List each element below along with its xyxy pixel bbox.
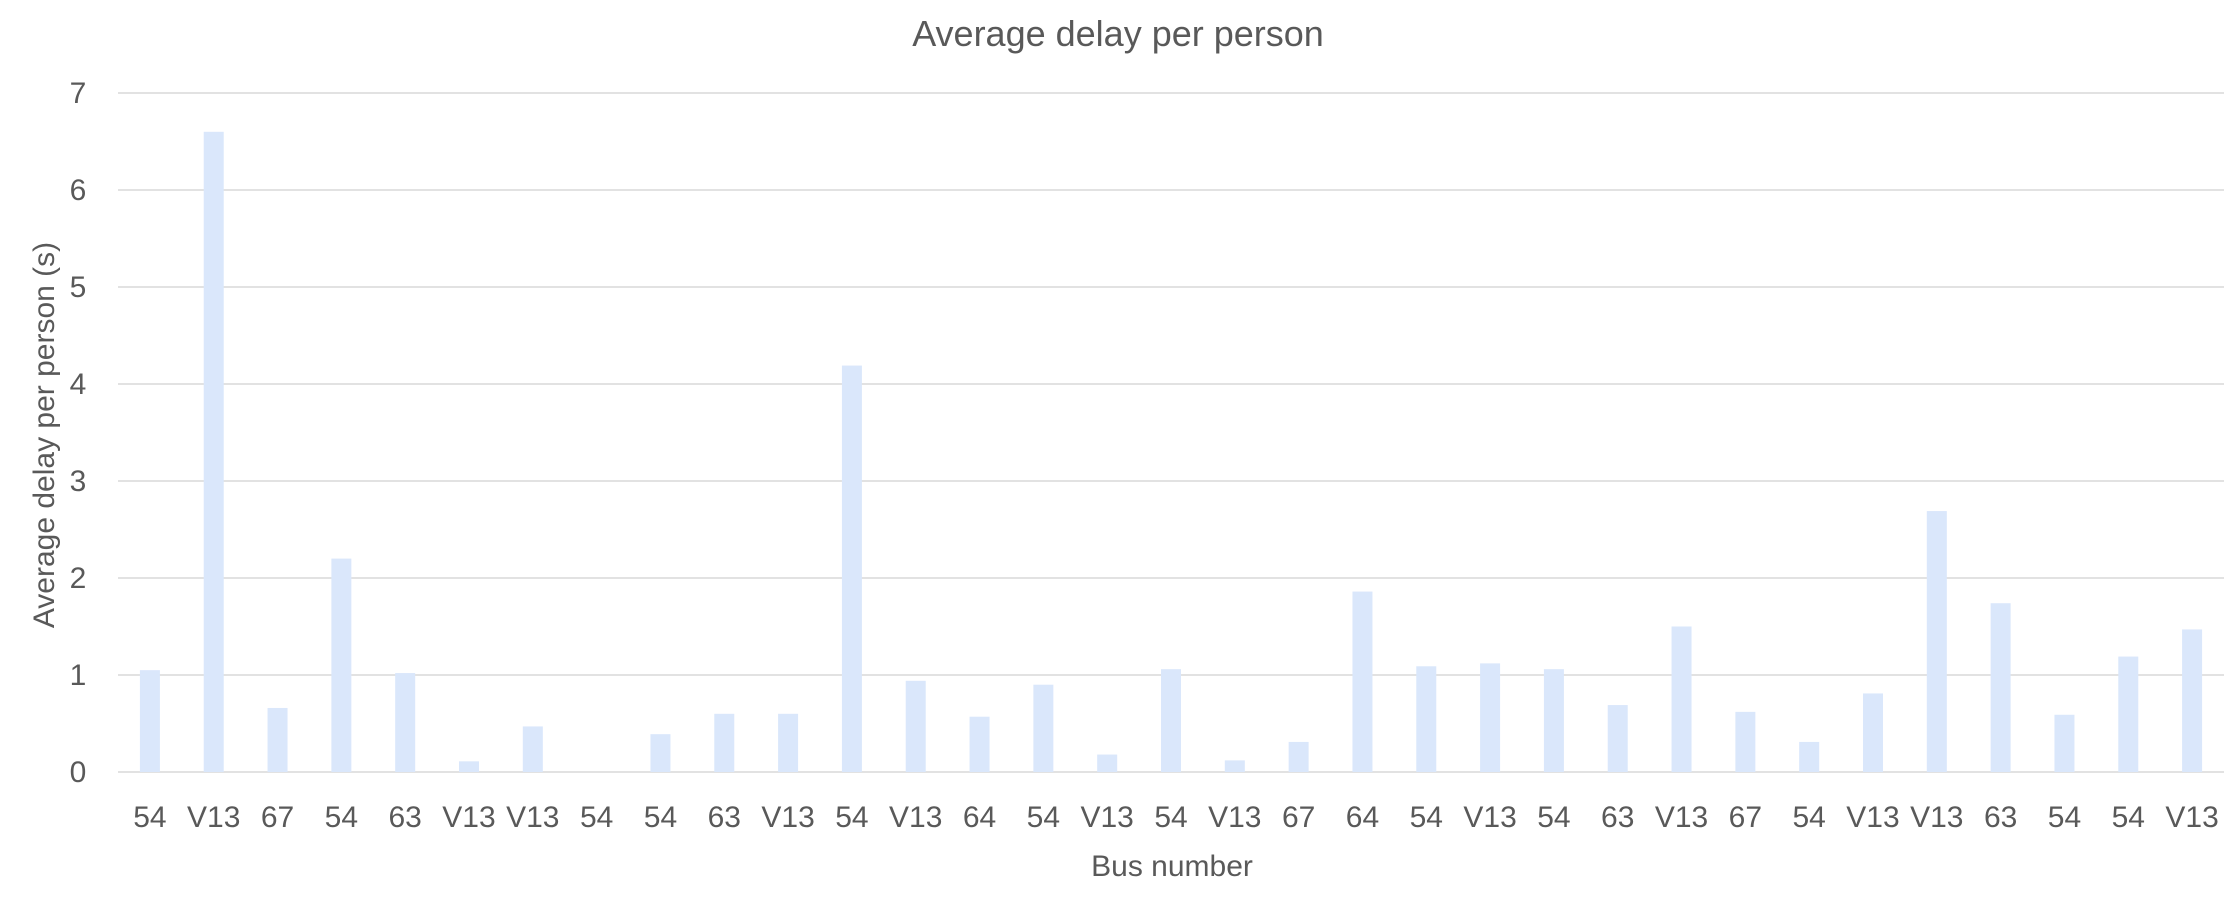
x-tick-label: 54 [1154,801,1187,834]
y-tick-label: 2 [70,562,87,595]
y-tick-label: 5 [70,271,87,304]
bar [1288,741,1309,772]
x-tick-label: V13 [1463,801,1516,834]
bar [1926,511,1947,772]
x-tick-label: V13 [187,801,240,834]
bar [331,558,352,772]
bar [1990,603,2011,772]
bar [778,713,799,772]
bar [841,365,862,772]
y-tick-label: 7 [70,77,87,110]
bar [1097,754,1118,772]
x-tick-label: 54 [325,801,358,834]
bar [1735,711,1756,772]
x-tick-label: V13 [1655,801,1708,834]
x-tick-label: V13 [2165,801,2218,834]
bar [1543,669,1564,772]
y-tick-label: 3 [70,465,87,498]
bar [1480,663,1501,772]
x-tick-label: V13 [1846,801,1899,834]
bar [1352,591,1373,772]
bar [203,131,224,773]
bar [267,707,288,772]
chart-title: Average delay per person [912,13,1324,54]
x-axis-title: Bus number [1091,850,1253,883]
bar [714,713,735,772]
bar [522,726,543,772]
gridlines [118,92,2224,773]
bar [139,670,160,772]
bar [1607,705,1628,772]
x-tick-label: 54 [835,801,868,834]
x-tick-label: 64 [1346,801,1379,834]
x-tick-label: 54 [644,801,677,834]
x-tick-label: 54 [2112,801,2145,834]
x-tick-label: 54 [1537,801,1570,834]
bar [1671,626,1692,772]
x-tick-label: 67 [261,801,294,834]
y-axis-tick-labels: 0 1 2 3 4 5 6 7 [70,77,87,789]
x-tick-label: V13 [1208,801,1261,834]
y-tick-label: 6 [70,174,87,207]
y-tick-label: 4 [70,368,87,401]
bar [1224,760,1245,772]
bar [2118,656,2139,772]
bar [395,673,416,772]
x-tick-label: V13 [506,801,559,834]
x-tick-label: 54 [133,801,166,834]
x-tick-label: V13 [761,801,814,834]
y-tick-label: 0 [70,756,87,789]
bar [1863,693,1883,772]
x-tick-label: V13 [442,801,495,834]
x-tick-label: 54 [2048,801,2081,834]
x-tick-label: V13 [1080,801,1133,834]
bar [969,716,990,772]
bar [1416,666,1437,772]
bars [139,131,2203,773]
bar [2182,629,2203,772]
x-tick-label: 54 [1792,801,1825,834]
bar [2054,714,2075,772]
x-tick-label: 64 [963,801,996,834]
x-tick-label: 54 [1410,801,1443,834]
bar [1161,669,1181,772]
bar [650,734,671,772]
y-axis-title: Average delay per person (s) [28,242,61,628]
x-tick-label: 54 [1027,801,1060,834]
x-axis-tick-labels: 54 V13 67 54 63 V13 V13 54 54 63 V13 54 V13 64 54 V13 54… [133,801,2219,834]
x-tick-label: 63 [1601,801,1634,834]
x-tick-label: 63 [388,801,421,834]
x-tick-label: 63 [708,801,741,834]
x-tick-label: 67 [1282,801,1315,834]
bar [1799,741,1820,772]
bar [905,680,926,772]
x-tick-label: V13 [889,801,942,834]
x-tick-label: 67 [1729,801,1762,834]
bar [459,761,479,772]
bar [1033,684,1054,772]
y-tick-label: 1 [70,659,87,692]
x-tick-label: 54 [580,801,613,834]
x-tick-label: V13 [1910,801,1963,834]
x-tick-label: 63 [1984,801,2017,834]
